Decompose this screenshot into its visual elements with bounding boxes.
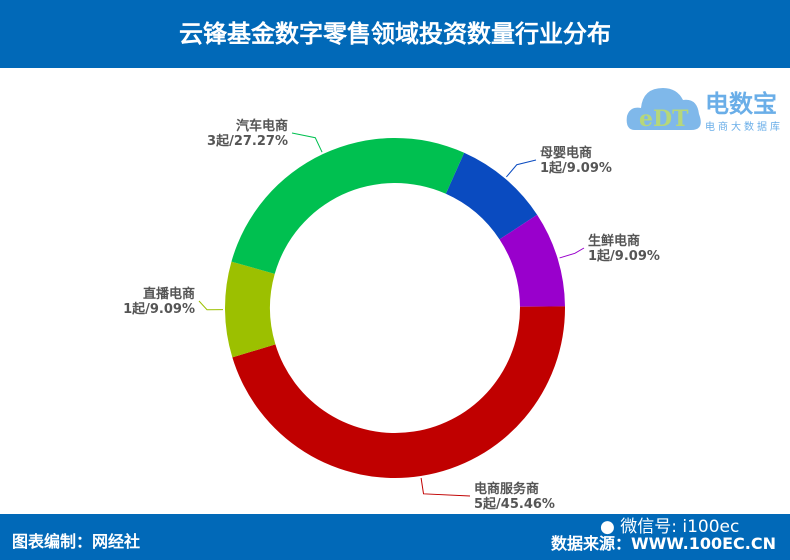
leader-line-1 <box>559 247 585 259</box>
svg-text:eDT: eDT <box>639 106 689 132</box>
slice-label: 电商服务商 5起/45.46% <box>474 482 555 512</box>
slice-4 <box>231 138 465 274</box>
slice-name: 母婴电商 <box>540 146 593 161</box>
footer-source: 数据来源：WWW.100EC.CN <box>550 534 776 553</box>
footer: 图表编制：网经社 ● 微信号: i100ec 数据来源：WWW.100EC.CN <box>0 514 790 560</box>
slice-value: 1起/9.09% <box>588 249 660 264</box>
chart-title: 云锋基金数字零售领域投资数量行业分布 <box>0 0 790 68</box>
slice-0 <box>445 152 538 240</box>
slice-label: 汽车电商 3起/27.27% <box>207 119 288 149</box>
slice-3 <box>225 261 276 358</box>
slice-name: 生鲜电商 <box>588 234 641 249</box>
slice-label: 母婴电商 1起/9.09% <box>540 146 612 176</box>
slice-name: 电商服务商 <box>474 482 540 497</box>
slice-name: 汽车电商 <box>235 119 288 134</box>
slice-2 <box>232 306 566 479</box>
slice-value: 3起/27.27% <box>207 134 288 149</box>
slice-value: 1起/9.09% <box>123 302 195 317</box>
logo-brand: 电数宝 <box>705 90 777 118</box>
logo-sub: 电商大数据库 <box>705 120 783 133</box>
slice-label: 生鲜电商 1起/9.09% <box>588 234 660 264</box>
leader-line-3 <box>198 300 224 311</box>
wechat-id: ● 微信号: i100ec <box>600 517 740 537</box>
slice-value: 1起/9.09% <box>540 161 612 176</box>
cloud-logo-icon: eDT 电数宝 电商大数据库 <box>626 88 783 133</box>
footer-credit: 图表编制：网经社 <box>12 532 141 551</box>
slice-value: 5起/45.46% <box>474 497 555 512</box>
donut-chart <box>198 132 585 497</box>
logo: eDT 电数宝 电商大数据库 <box>625 78 790 138</box>
leader-line-2 <box>420 477 471 497</box>
wechat-text: 微信号: i100ec <box>620 517 740 537</box>
leader-line-0 <box>506 159 537 178</box>
leader-line-4 <box>291 132 323 153</box>
slice-name: 直播电商 <box>142 287 195 302</box>
slice-label: 直播电商 1起/9.09% <box>123 287 195 317</box>
slice-1 <box>499 214 565 307</box>
